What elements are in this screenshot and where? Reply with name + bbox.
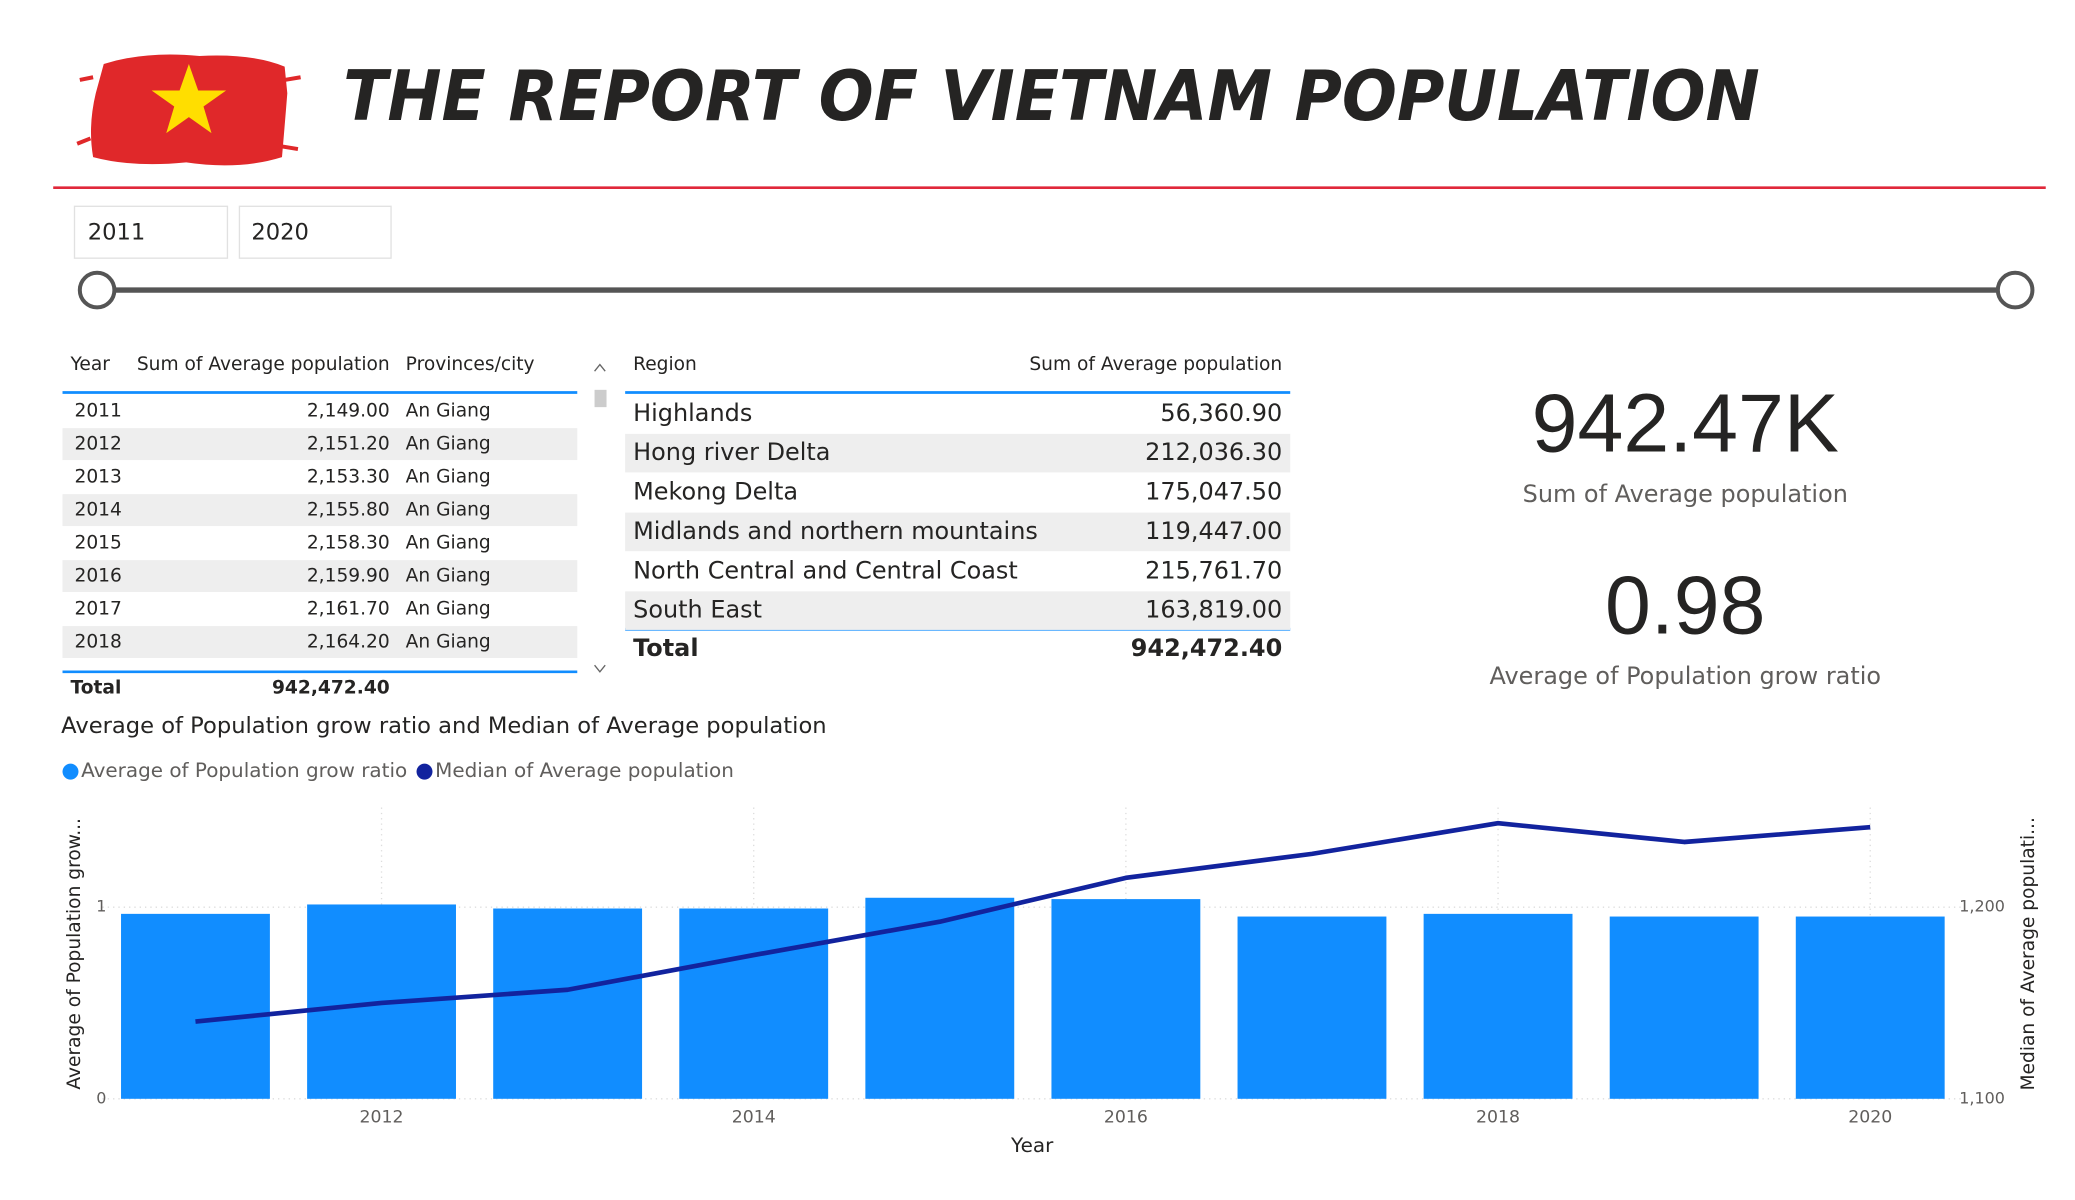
province-table: Year Sum of Average population Provinces/c… [62, 354, 578, 698]
bar [679, 908, 829, 1099]
cell: 2018 [74, 632, 121, 653]
row-band [625, 591, 1291, 630]
row-band [62, 494, 578, 527]
cell: North Central and Central Coast [633, 556, 1018, 584]
y-tick-label: 0 [96, 1088, 106, 1107]
y-axis-title: Average of Population grow... [64, 818, 85, 1090]
start-input[interactable] [73, 205, 229, 259]
card-value: 0.98 [1605, 560, 1765, 652]
column-header: Sum of Average population [137, 354, 390, 375]
x-tick-label: 2014 [732, 1107, 776, 1127]
bar [1423, 913, 1573, 1099]
x-tick-label: 2018 [1476, 1107, 1520, 1127]
total-cell: Total [70, 677, 121, 698]
cell: An Giang [406, 599, 491, 620]
cell: Hong river Delta [633, 438, 830, 466]
bar [121, 913, 270, 1099]
cell: 2,151.20 [307, 434, 390, 455]
cell: An Giang [406, 401, 491, 422]
cell: 2,158.30 [307, 533, 390, 554]
cell: 2011 [74, 401, 121, 422]
card-value: 942.47K [1532, 378, 1839, 470]
bar [1795, 916, 1945, 1099]
cell: 2,164.20 [307, 632, 390, 653]
flag [76, 54, 301, 166]
cell: Highlands [633, 399, 752, 427]
y2-tick-label: 1,100 [1959, 1088, 2005, 1107]
row-band [625, 512, 1291, 552]
slider-handle[interactable] [1995, 270, 2035, 310]
cell: 2,153.30 [307, 467, 390, 488]
bar [865, 897, 1015, 1099]
cell: 2,149.00 [307, 401, 390, 422]
region-table: Region Sum of Average population Highlands… [625, 354, 1291, 662]
cell: 56,360.90 [1160, 399, 1282, 427]
x-tick-label: 2012 [360, 1107, 404, 1127]
bar [1237, 916, 1387, 1099]
bar [1051, 899, 1201, 1099]
cell: An Giang [406, 632, 491, 653]
total-cell: Total [633, 634, 698, 662]
scrollbar[interactable] [594, 363, 607, 673]
cell: 2013 [74, 467, 121, 488]
row-band [62, 626, 578, 658]
slider-handle[interactable] [77, 270, 117, 310]
row-band [62, 560, 578, 593]
column-header: Provinces/city [406, 354, 535, 375]
cell: 175,047.50 [1145, 478, 1282, 506]
report-title: THE REPORT OF VIETNAM POPULATION [343, 57, 1760, 137]
x-axis-title: Year [1010, 1133, 1054, 1157]
cell: 2016 [74, 566, 121, 587]
total-cell: 942,472.40 [272, 677, 390, 698]
cell: 2,159.90 [307, 566, 390, 587]
combo-chart: 0 1 1,100 1,200 2012 2014 2016 2018 2020 Average … [62, 758, 2005, 1127]
cell: 215,761.70 [1145, 556, 1282, 584]
cards: 942.47K Sum of Average population 0.98 Aver… [1490, 378, 1882, 691]
cell: Midlands and northern mountains [633, 517, 1038, 545]
start-value: 2011 [88, 219, 146, 245]
bar [1609, 916, 1759, 1099]
cell: 163,819.00 [1145, 596, 1282, 624]
column-header: Year [69, 354, 110, 375]
total-cell: 942,472.40 [1131, 634, 1282, 662]
x-tick-label: 2020 [1848, 1107, 1892, 1127]
x-tick-label: 2016 [1104, 1107, 1148, 1127]
cell: 212,036.30 [1145, 438, 1282, 466]
y-tick-label: 1 [96, 897, 106, 916]
card-label: Average of Population grow ratio [1490, 662, 1882, 690]
cell: An Giang [406, 566, 491, 587]
legend-marker [416, 763, 433, 780]
legend-marker [62, 763, 79, 780]
cell: 2017 [74, 599, 121, 620]
cell: 2015 [74, 533, 121, 554]
cell: 2,155.80 [307, 500, 390, 521]
line [195, 820, 1871, 1024]
y2-tick-label: 1,200 [1959, 897, 2005, 916]
row-band [62, 428, 578, 461]
cell: An Giang [406, 533, 491, 554]
cell: 2012 [74, 434, 121, 455]
bar [493, 908, 643, 1099]
card-label: Sum of Average population [1523, 480, 1848, 508]
row-band [625, 433, 1291, 473]
end-value: 2020 [251, 219, 309, 245]
y2-axis-title: Median of Average populati... [2018, 817, 2039, 1090]
chart-title: Average of Population grow ratio and Med… [61, 713, 826, 739]
cell: South East [633, 596, 762, 624]
cell: 119,447.00 [1145, 517, 1282, 545]
legend-label: Median of Average population [435, 758, 734, 782]
cell: An Giang [406, 434, 491, 455]
cell: Mekong Delta [633, 478, 798, 506]
column-header: Sum of Average population [1029, 354, 1282, 375]
column-header: Region [633, 354, 697, 375]
cell: An Giang [406, 467, 491, 488]
cell: An Giang [406, 500, 491, 521]
cell: 2014 [74, 500, 121, 521]
legend-label: Average of Population grow ratio [81, 758, 407, 782]
end-input[interactable] [238, 205, 392, 259]
cell: 2,161.70 [307, 599, 390, 620]
